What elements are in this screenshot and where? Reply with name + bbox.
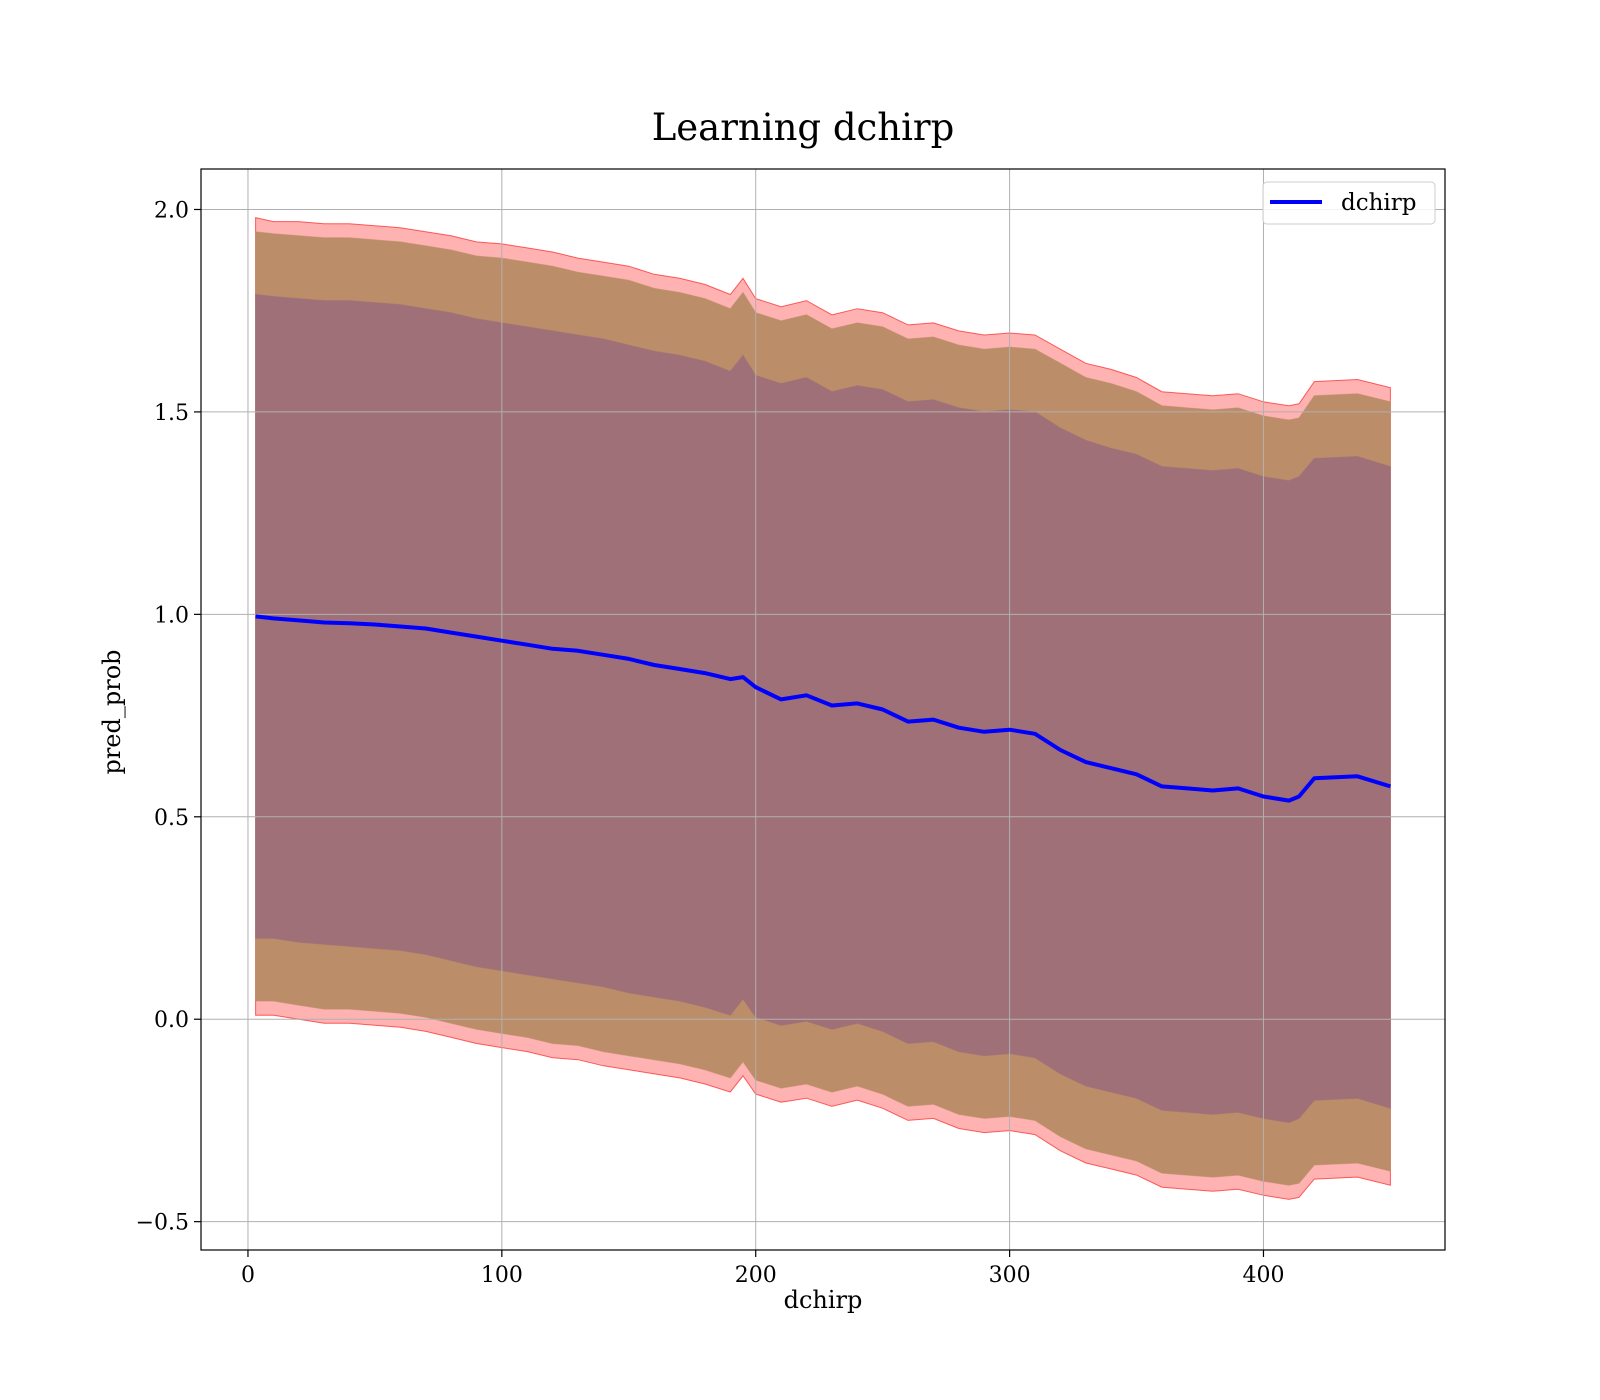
x-axis-ticks: 0 100 200 300 400 [241, 1250, 1284, 1288]
x-tick-label: 100 [481, 1263, 523, 1288]
x-tick-label: 300 [989, 1263, 1031, 1288]
legend: dchirp [1262, 181, 1436, 225]
grid-lines [201, 169, 1445, 1250]
x-tick-label: 200 [735, 1263, 777, 1288]
legend-box [1262, 181, 1436, 225]
y-axis-ticks: −0.5 0.0 0.5 1.0 1.5 2.0 [136, 198, 201, 1236]
x-tick-label: 0 [241, 1263, 255, 1288]
y-tick-label: 0.5 [154, 806, 189, 831]
y-tick-label: 2.0 [154, 198, 189, 223]
chart-title: Learning dchirp [652, 106, 955, 149]
series-lines [255, 614, 1391, 803]
x-axis-label: dchirp [784, 1286, 863, 1314]
legend-label-dchirp: dchirp [1341, 190, 1417, 216]
x-tick-label: 400 [1242, 1263, 1284, 1288]
y-axis-label: pred_prob [98, 649, 126, 774]
y-tick-label: 1.0 [154, 603, 189, 628]
y-tick-label: 0.0 [154, 1008, 189, 1033]
y-tick-label: 1.5 [154, 401, 189, 426]
plot-frame [200, 168, 1446, 1251]
plot-area [201, 169, 1445, 1250]
band-inner [255, 293, 1391, 1124]
series-line-dchirp [255, 614, 1391, 803]
y-tick-label: −0.5 [136, 1211, 189, 1236]
confidence-bands [255, 216, 1391, 1200]
